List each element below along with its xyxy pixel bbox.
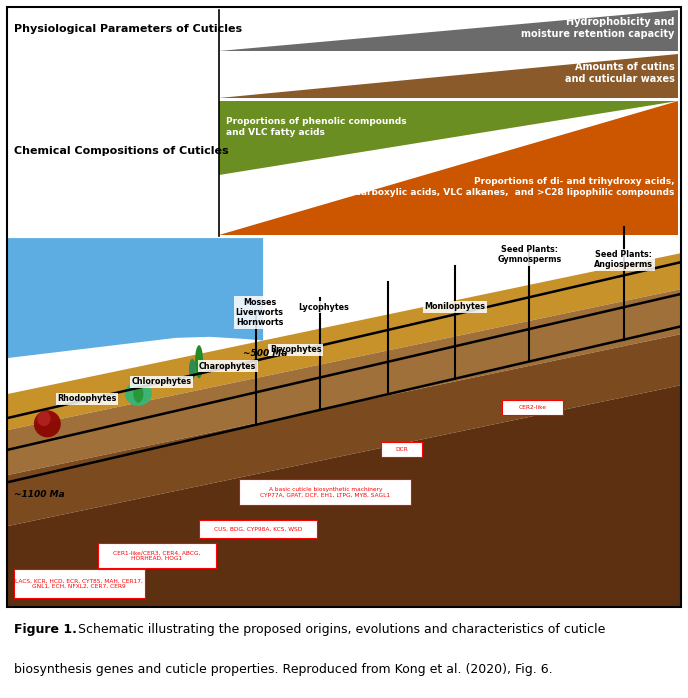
Text: Seed Plants:
Angiosperms: Seed Plants: Angiosperms [594, 250, 654, 269]
Polygon shape [219, 101, 678, 235]
Text: LACS, KCR, HCD, ECR, CYT85, MAH, CER17,
GNL1, ECH, NFXL2, CER7, CER9: LACS, KCR, HCD, ECR, CYT85, MAH, CER17, … [15, 579, 143, 589]
Text: CER2-like: CER2-like [519, 405, 547, 410]
Text: Hydrophobicity and
moisture retention capacity: Hydrophobicity and moisture retention ca… [521, 17, 674, 39]
Text: DCR: DCR [395, 447, 408, 452]
Text: Proportions of phenolic compounds
and VLC fatty acids: Proportions of phenolic compounds and VL… [226, 117, 407, 137]
Bar [98, 543, 216, 568]
Text: biosynthesis genes and cuticle properties. Reproduced from Kong et al. (2020), F: biosynthesis genes and cuticle propertie… [14, 662, 552, 676]
Polygon shape [219, 10, 678, 52]
Text: Monilophytes: Monilophytes [424, 302, 486, 311]
Bar [239, 479, 411, 505]
Polygon shape [7, 334, 681, 526]
Text: Chlorophytes: Chlorophytes [131, 378, 192, 386]
Text: CER1-like/CER3, CER4, ABCG,
HORHEAD, HOG1: CER1-like/CER3, CER4, ABCG, HORHEAD, HOG… [114, 550, 201, 561]
Text: Schematic illustrating the proposed origins, evolutions and characteristics of c: Schematic illustrating the proposed orig… [78, 623, 605, 637]
Text: Physiological Parameters of Cuticles: Physiological Parameters of Cuticles [14, 24, 241, 34]
Text: ~1100 Ma: ~1100 Ma [14, 490, 65, 499]
Polygon shape [7, 385, 681, 607]
Polygon shape [7, 289, 681, 475]
Ellipse shape [189, 359, 195, 380]
Text: Proportions of di- and trihydroxy acids,
dicarboxylic acids, VLC alkanes,  and >: Proportions of di- and trihydroxy acids,… [346, 177, 674, 197]
Ellipse shape [133, 385, 143, 403]
Polygon shape [219, 54, 678, 98]
Text: Mosses
Liverworts
Hornworts: Mosses Liverworts Hornworts [236, 297, 283, 327]
Text: Chemical Compositions of Cuticles: Chemical Compositions of Cuticles [14, 146, 228, 156]
Text: Amounts of cutins
and cuticular waxes: Amounts of cutins and cuticular waxes [564, 62, 674, 84]
Polygon shape [219, 101, 678, 175]
Bar [199, 520, 317, 538]
Bar [381, 442, 422, 457]
Polygon shape [7, 238, 263, 358]
Text: Charophytes: Charophytes [199, 362, 257, 371]
Text: CUS, BDG, CYP98A, KCS, WSD: CUS, BDG, CYP98A, KCS, WSD [214, 527, 302, 532]
Text: Bryophytes: Bryophytes [270, 346, 321, 355]
Text: Lycophytes: Lycophytes [299, 303, 350, 312]
Text: Rhodophytes: Rhodophytes [58, 394, 117, 403]
Circle shape [125, 382, 152, 406]
Text: ~500 Ma: ~500 Ma [243, 348, 288, 357]
Ellipse shape [37, 411, 51, 426]
Text: A basic cuticle biosynthetic machinery
CYP77A, GPAT, DCF, EH1, LTPG, MYB, SAGL1: A basic cuticle biosynthetic machinery C… [261, 487, 391, 498]
Text: Figure 1.: Figure 1. [14, 623, 76, 637]
Ellipse shape [34, 410, 61, 438]
Ellipse shape [195, 346, 203, 378]
Bar [14, 570, 145, 598]
Polygon shape [7, 253, 681, 430]
Bar [502, 399, 563, 415]
Text: Seed Plants:
Gymnosperms: Seed Plants: Gymnosperms [497, 245, 561, 265]
